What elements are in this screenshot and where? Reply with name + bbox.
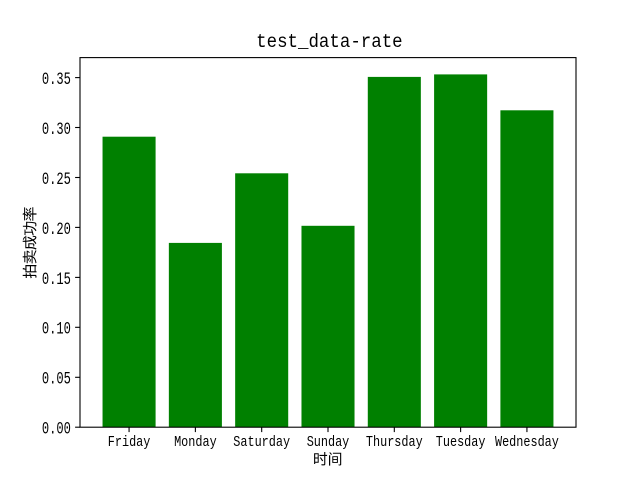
svg-text:Sunday: Sunday <box>307 435 350 451</box>
svg-text:Monday: Monday <box>174 435 217 451</box>
svg-text:Tuesday: Tuesday <box>436 435 486 451</box>
svg-text:test_data-rate: test_data-rate <box>256 31 403 53</box>
svg-text:0.10: 0.10 <box>42 320 71 340</box>
svg-text:Wednesday: Wednesday <box>495 435 559 451</box>
svg-text:0.05: 0.05 <box>42 370 71 390</box>
svg-text:0.30: 0.30 <box>42 120 71 140</box>
svg-text:0.25: 0.25 <box>42 170 71 190</box>
svg-text:0.00: 0.00 <box>42 420 71 440</box>
svg-text:Thursday: Thursday <box>366 435 423 451</box>
svg-text:0.35: 0.35 <box>42 70 71 90</box>
svg-text:0.20: 0.20 <box>42 220 71 240</box>
svg-text:0.15: 0.15 <box>42 270 71 290</box>
svg-text:Friday: Friday <box>108 435 151 451</box>
svg-text:Saturday: Saturday <box>233 435 290 451</box>
